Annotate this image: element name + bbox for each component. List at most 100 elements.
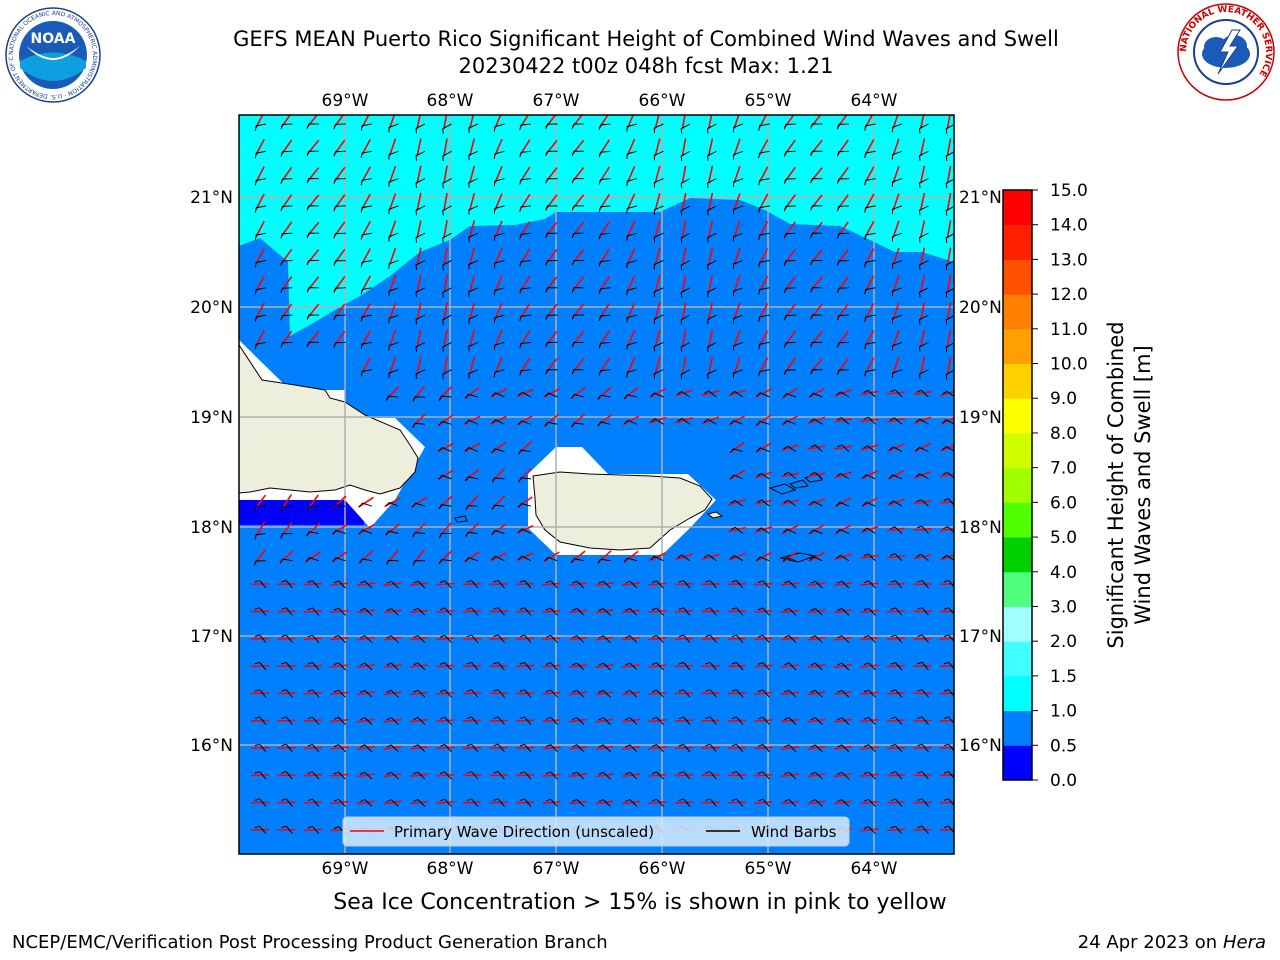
wind-barb [253, 560, 267, 566]
wave-direction-arrow [468, 165, 476, 184]
wave-direction-arrow [654, 165, 661, 184]
wind-barb [413, 716, 426, 725]
colorbar-swatch [1003, 537, 1032, 573]
wave-direction-arrow [545, 330, 558, 346]
wind-barb [836, 205, 850, 212]
wind-barb [650, 555, 664, 562]
wave-direction-arrow [569, 609, 587, 614]
wave-direction-arrow [626, 302, 636, 320]
wave-direction-arrow [443, 192, 448, 211]
wind-barb [253, 505, 267, 512]
wave-direction-arrow [569, 773, 587, 778]
lon-label-bottom: 67°W [533, 859, 580, 879]
wind-barb [757, 607, 770, 616]
wind-barb [626, 205, 638, 214]
wind-barb [626, 369, 638, 378]
wind-barb [466, 771, 479, 780]
wind-barb [597, 421, 611, 427]
colorbar-tick-label: 6.0 [1050, 493, 1077, 513]
wind-barb [810, 150, 823, 157]
wave-direction-arrow [388, 138, 397, 157]
wind-barb [280, 287, 293, 294]
wave-direction-arrow [356, 609, 376, 614]
wind-barb [626, 150, 638, 159]
wind-barb [810, 717, 823, 725]
wind-barb [836, 341, 850, 348]
noaa-logo: NATIONAL OCEANIC AND ATMOSPHERIC ADMINIS… [4, 6, 101, 103]
wave-direction-arrow [781, 773, 799, 777]
wave-direction-arrow [515, 774, 535, 777]
wind-barb [836, 554, 850, 562]
wind-barb [810, 580, 823, 589]
wind-barb [545, 123, 558, 129]
wave-direction-arrow [468, 138, 476, 157]
wind-barb [784, 798, 797, 807]
wind-barb [678, 607, 691, 616]
wind-barb [783, 471, 797, 480]
wind-barb [943, 825, 954, 834]
wind-barb [465, 531, 479, 538]
wave-direction-arrow [462, 664, 482, 668]
wind-barb [941, 419, 954, 425]
wind-barb [810, 662, 823, 671]
wave-direction-arrow [654, 302, 661, 321]
wind-barb [943, 607, 954, 615]
wave-direction-arrow [887, 417, 905, 423]
wave-direction-arrow [707, 115, 713, 129]
wind-barb [333, 150, 346, 157]
wind-barb [758, 232, 770, 240]
wind-barb [465, 476, 479, 482]
wind-barb [545, 662, 558, 671]
wind-barb [493, 661, 505, 671]
wave-direction-arrow [939, 473, 954, 478]
wind-barb [836, 369, 850, 376]
wind-barb [466, 716, 479, 725]
wave-direction-arrow [436, 664, 455, 668]
footer-host: Hera [1222, 932, 1266, 953]
colorbar-tick-label: 5.0 [1050, 528, 1077, 548]
wind-barb [810, 799, 823, 807]
wind-barb [388, 178, 399, 187]
wind-barb [493, 123, 505, 132]
wave-direction-arrow [733, 115, 740, 129]
wind-barb [626, 341, 638, 350]
wind-barb [888, 474, 903, 480]
wind-barb [307, 825, 320, 835]
wave-direction-arrow [648, 609, 667, 613]
wave-direction-arrow [383, 718, 402, 723]
wind-barb [731, 634, 744, 644]
wind-barb [810, 635, 823, 644]
wind-barb [438, 504, 452, 510]
wind-barb [306, 314, 320, 320]
wave-direction-arrow [330, 773, 349, 777]
wind-barb [810, 314, 823, 320]
wave-direction-arrow [833, 800, 853, 805]
wind-barb [678, 743, 691, 753]
wind-barb [731, 607, 744, 616]
wind-barb [280, 232, 293, 239]
wind-barb [466, 798, 479, 807]
wave-direction-arrow [410, 582, 428, 586]
colorbar-swatch [1003, 432, 1032, 469]
wind-barb [758, 178, 770, 186]
wave-direction-arrow [886, 801, 906, 804]
wind-barb [360, 287, 373, 295]
wave-direction-arrow [913, 500, 932, 505]
wind-barb [915, 418, 929, 425]
wave-direction-arrow [626, 193, 636, 211]
wind-barb [333, 607, 346, 616]
wave-direction-arrow [860, 609, 879, 614]
wave-direction-arrow [919, 247, 926, 266]
wave-direction-arrow [860, 828, 879, 832]
wave-direction-arrow [886, 582, 906, 586]
wave-direction-arrow [388, 275, 397, 293]
wave-direction-arrow [701, 390, 720, 396]
wind-barb [810, 341, 823, 348]
wave-direction-arrow [807, 636, 826, 641]
wave-direction-arrow [733, 356, 741, 375]
lon-label-top: 67°W [533, 91, 580, 111]
wind-barb [731, 579, 744, 589]
wind-barb [518, 555, 532, 562]
wind-barb [731, 689, 744, 698]
wind-barb [837, 662, 850, 671]
